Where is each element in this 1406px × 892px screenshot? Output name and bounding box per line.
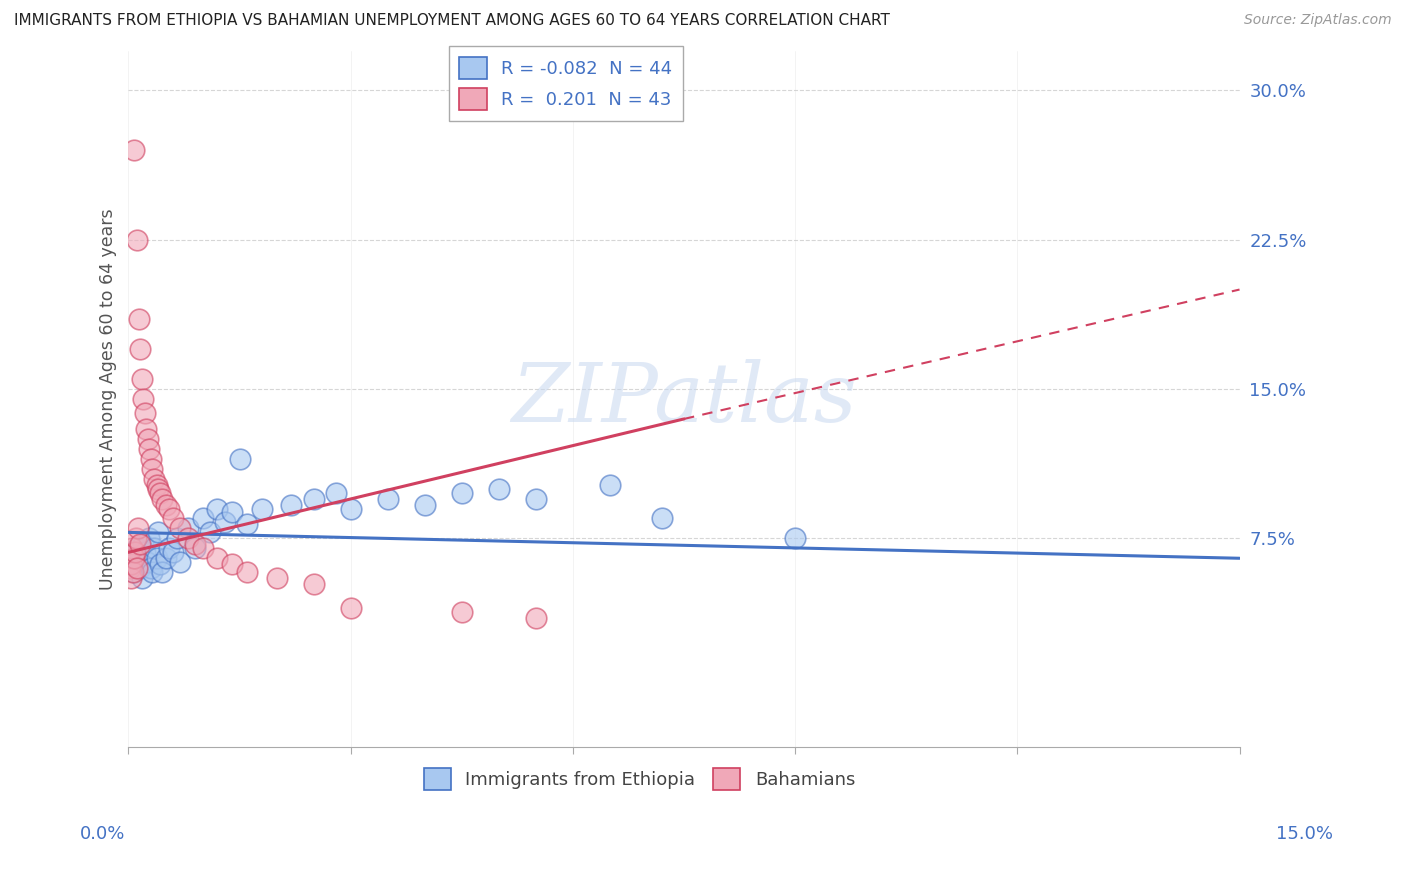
- Point: [155, 551, 177, 566]
- Point: [302, 577, 325, 591]
- Point: [125, 561, 148, 575]
- Point: [121, 558, 143, 572]
- Point: [169, 521, 191, 535]
- Point: [651, 511, 673, 525]
- Point: [207, 501, 229, 516]
- Point: [302, 491, 325, 506]
- Y-axis label: Unemployment Among Ages 60 to 64 years: Unemployment Among Ages 60 to 64 years: [100, 208, 117, 590]
- Point: [228, 451, 250, 466]
- Point: [162, 511, 184, 525]
- Point: [124, 143, 146, 157]
- Point: [250, 501, 273, 516]
- Point: [599, 477, 621, 491]
- Point: [128, 312, 150, 326]
- Point: [128, 561, 150, 575]
- Point: [488, 482, 510, 496]
- Point: [139, 561, 162, 575]
- Point: [143, 541, 166, 556]
- Text: 15.0%: 15.0%: [1277, 825, 1333, 843]
- Point: [198, 525, 221, 540]
- Point: [127, 541, 149, 556]
- Point: [184, 541, 207, 556]
- Point: [450, 485, 472, 500]
- Point: [207, 551, 229, 566]
- Point: [132, 392, 155, 406]
- Point: [162, 545, 184, 559]
- Point: [524, 491, 547, 506]
- Point: [131, 571, 153, 585]
- Point: [325, 485, 347, 500]
- Point: [149, 485, 172, 500]
- Point: [169, 555, 191, 569]
- Point: [118, 561, 141, 575]
- Point: [124, 545, 146, 559]
- Point: [450, 605, 472, 619]
- Point: [120, 571, 142, 585]
- Point: [214, 516, 236, 530]
- Point: [524, 611, 547, 625]
- Point: [146, 482, 169, 496]
- Point: [191, 541, 214, 556]
- Point: [122, 551, 145, 566]
- Point: [129, 343, 152, 357]
- Point: [139, 451, 162, 466]
- Point: [221, 506, 243, 520]
- Point: [128, 537, 150, 551]
- Text: IMMIGRANTS FROM ETHIOPIA VS BAHAMIAN UNEMPLOYMENT AMONG AGES 60 TO 64 YEARS CORR: IMMIGRANTS FROM ETHIOPIA VS BAHAMIAN UNE…: [14, 13, 890, 29]
- Point: [136, 432, 159, 446]
- Point: [121, 541, 143, 556]
- Point: [177, 521, 200, 535]
- Point: [143, 472, 166, 486]
- Point: [184, 537, 207, 551]
- Point: [120, 558, 142, 572]
- Point: [138, 442, 160, 456]
- Point: [135, 422, 157, 436]
- Point: [125, 551, 148, 566]
- Point: [166, 532, 188, 546]
- Point: [134, 545, 156, 559]
- Text: 0.0%: 0.0%: [80, 825, 125, 843]
- Point: [236, 565, 259, 579]
- Point: [149, 558, 172, 572]
- Point: [122, 565, 145, 579]
- Point: [150, 565, 173, 579]
- Point: [124, 565, 146, 579]
- Point: [145, 551, 167, 566]
- Legend: Immigrants from Ethiopia, Bahamians: Immigrants from Ethiopia, Bahamians: [416, 761, 862, 797]
- Point: [377, 491, 399, 506]
- Point: [134, 406, 156, 420]
- Text: Source: ZipAtlas.com: Source: ZipAtlas.com: [1244, 13, 1392, 28]
- Point: [339, 601, 361, 615]
- Point: [280, 498, 302, 512]
- Point: [138, 532, 160, 546]
- Point: [125, 532, 148, 546]
- Point: [131, 372, 153, 386]
- Point: [413, 498, 436, 512]
- Point: [177, 532, 200, 546]
- Point: [221, 558, 243, 572]
- Point: [157, 501, 180, 516]
- Point: [127, 521, 149, 535]
- Point: [141, 565, 163, 579]
- Point: [236, 517, 259, 532]
- Point: [785, 532, 807, 546]
- Point: [266, 571, 288, 585]
- Point: [127, 233, 149, 247]
- Point: [155, 498, 177, 512]
- Point: [136, 555, 159, 569]
- Point: [157, 541, 180, 556]
- Point: [339, 501, 361, 516]
- Point: [191, 511, 214, 525]
- Text: ZIPatlas: ZIPatlas: [512, 359, 856, 439]
- Point: [150, 491, 173, 506]
- Point: [146, 525, 169, 540]
- Point: [141, 461, 163, 475]
- Point: [145, 477, 167, 491]
- Point: [132, 537, 155, 551]
